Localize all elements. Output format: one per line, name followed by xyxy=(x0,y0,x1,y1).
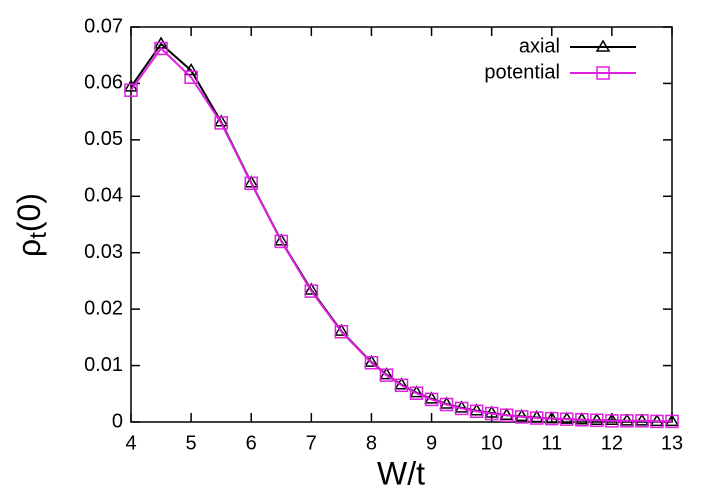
x-tick-label: 9 xyxy=(426,432,437,454)
point-marker xyxy=(620,414,634,428)
point-marker xyxy=(650,414,664,429)
y-axis-label: ρt(0) xyxy=(11,193,52,257)
x-tick-label: 13 xyxy=(661,432,683,454)
point-marker xyxy=(184,70,198,84)
x-tick-label: 8 xyxy=(366,432,377,454)
legend-label: axial xyxy=(519,35,560,57)
legend-label: potential xyxy=(484,61,560,83)
x-tick-label: 12 xyxy=(601,432,623,454)
legend-marker xyxy=(596,66,610,80)
point-marker xyxy=(274,234,289,249)
point-marker xyxy=(394,378,409,393)
y-label-subscript: t xyxy=(25,232,52,239)
point-marker xyxy=(560,412,574,426)
x-tick-label: 11 xyxy=(541,432,562,454)
point-marker xyxy=(514,408,530,422)
point-marker xyxy=(514,410,529,424)
point-marker xyxy=(409,386,424,400)
point-marker xyxy=(273,233,289,246)
point-marker xyxy=(213,114,229,127)
point-marker xyxy=(590,413,604,428)
plot-frame xyxy=(130,26,673,423)
point-marker xyxy=(244,176,258,191)
point-marker xyxy=(604,412,620,426)
point-marker xyxy=(439,397,454,412)
x-tick-label: 7 xyxy=(306,432,317,454)
y-tick-label: 0.01 xyxy=(84,354,123,376)
y-label-symbol: ρ xyxy=(11,239,47,257)
point-marker xyxy=(124,83,138,97)
point-marker xyxy=(484,406,499,421)
point-marker xyxy=(575,412,589,427)
y-tick-label: 0.07 xyxy=(84,15,123,37)
point-marker xyxy=(605,414,619,428)
series-line xyxy=(130,46,672,423)
series-line xyxy=(130,42,672,423)
y-label-suffix: (0) xyxy=(11,193,47,232)
point-marker xyxy=(183,62,199,76)
point-marker xyxy=(529,410,545,423)
point-marker xyxy=(379,368,394,382)
point-marker xyxy=(499,408,514,422)
y-tick-label: 0 xyxy=(112,410,123,432)
point-marker xyxy=(635,414,649,428)
point-marker xyxy=(665,414,679,429)
y-tick-label: 0.05 xyxy=(84,128,123,150)
point-marker xyxy=(469,404,484,419)
point-marker xyxy=(154,41,168,56)
x-tick-label: 10 xyxy=(481,432,503,454)
y-tick-label: 0.02 xyxy=(84,297,123,319)
legend-marker xyxy=(595,39,611,52)
point-marker xyxy=(214,116,228,130)
point-marker xyxy=(364,354,379,367)
point-marker xyxy=(243,175,259,188)
x-tick-label: 6 xyxy=(246,432,257,454)
y-tick-label: 0.06 xyxy=(84,72,123,94)
point-marker xyxy=(545,411,559,426)
x-tick-label: 5 xyxy=(186,432,197,454)
y-tick-label: 0.03 xyxy=(84,241,123,263)
point-marker xyxy=(424,392,439,407)
y-tick-label: 0.04 xyxy=(84,185,123,207)
point-marker xyxy=(530,411,544,425)
x-tick-label: 4 xyxy=(125,432,136,454)
x-axis-label: W/t xyxy=(377,455,425,491)
point-marker xyxy=(304,282,319,295)
point-marker xyxy=(334,323,349,336)
point-marker xyxy=(304,284,319,298)
point-marker xyxy=(364,356,379,370)
point-marker xyxy=(454,401,469,416)
point-marker xyxy=(334,324,349,339)
point-marker xyxy=(484,405,499,418)
